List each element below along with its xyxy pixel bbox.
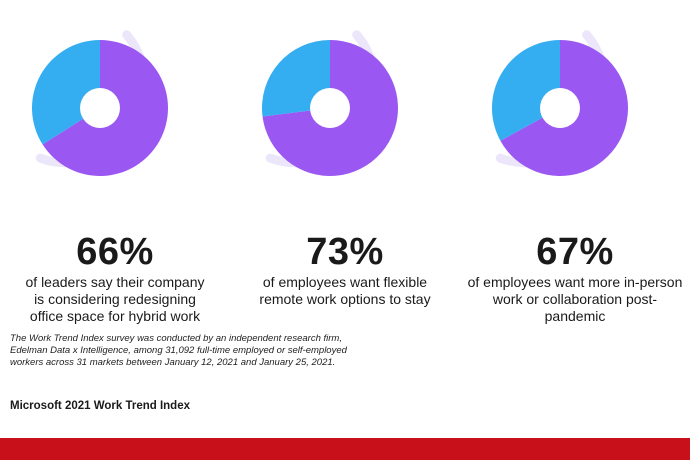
stat-block-2: 73% of employees want flexible remote wo… <box>230 232 460 308</box>
footer-red-bar <box>0 438 690 460</box>
stat-description-2-text: of employees want flexible remote work o… <box>259 274 431 307</box>
stat-description-3-text: of employees want more in-person work or… <box>467 274 683 324</box>
donut-2-hole <box>310 88 350 128</box>
stat-block-1: 66% of leaders say their company is cons… <box>0 232 230 325</box>
stat-description-1-text: of leaders say their company is consider… <box>25 274 205 324</box>
donut-charts <box>32 30 628 177</box>
source-label: Microsoft 2021 Work Trend Index <box>10 400 191 412</box>
donut-2-slice-remainder <box>262 40 330 117</box>
stat-description-2: of employees want flexible remote work o… <box>230 274 460 308</box>
stat-percent-2: 73% <box>306 231 384 273</box>
stat-percent-3: 67% <box>536 231 614 273</box>
stat-description-1: of leaders say their company is consider… <box>0 274 230 325</box>
stat-percent-1: 66% <box>76 231 154 273</box>
survey-footnote: The Work Trend Index survey was conducte… <box>10 333 347 368</box>
stat-block-3: 67% of employees want more in-person wor… <box>460 232 690 325</box>
donut-1-hole <box>80 88 120 128</box>
donut-3-hole <box>540 88 580 128</box>
stat-description-3: of employees want more in-person work or… <box>460 274 690 325</box>
